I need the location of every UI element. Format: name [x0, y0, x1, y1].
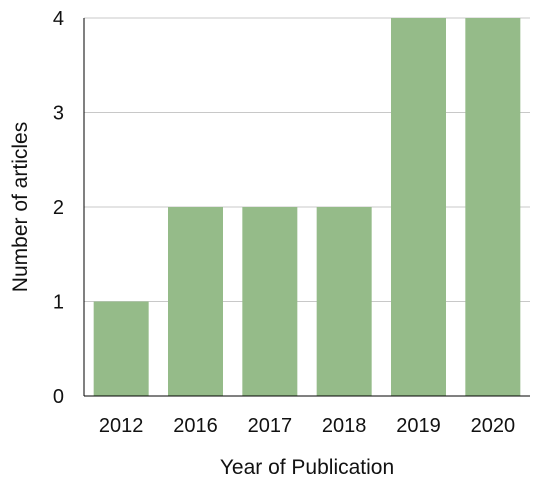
bar-2012 — [93, 301, 149, 396]
x-tick-label: 2016 — [173, 415, 218, 437]
x-tick-labels: 2012 2016 2017 2018 2019 2020 — [99, 415, 515, 437]
y-tick-label: 0 — [53, 386, 64, 408]
y-axis-title: Number of articles — [9, 122, 32, 292]
bar-2020 — [465, 18, 521, 396]
y-tick-labels: 0 1 2 3 4 — [53, 8, 64, 408]
bar-2018 — [316, 207, 372, 396]
x-tick-label: 2012 — [99, 415, 144, 437]
bar-2019 — [391, 18, 446, 396]
bar-2016 — [168, 207, 223, 396]
x-tick-label: 2020 — [471, 415, 516, 437]
bars — [93, 18, 521, 396]
x-tick-label: 2018 — [322, 415, 367, 437]
y-tick-label: 2 — [53, 197, 64, 219]
y-tick-label: 1 — [53, 292, 64, 314]
y-tick-label: 4 — [53, 8, 64, 30]
grid-lines — [84, 17, 530, 397]
x-axis-title: Year of Publication — [220, 456, 394, 479]
bar-2017 — [242, 207, 298, 396]
x-tick-label: 2019 — [396, 415, 441, 437]
y-tick-label: 3 — [53, 103, 64, 125]
x-tick-label: 2017 — [248, 415, 293, 437]
